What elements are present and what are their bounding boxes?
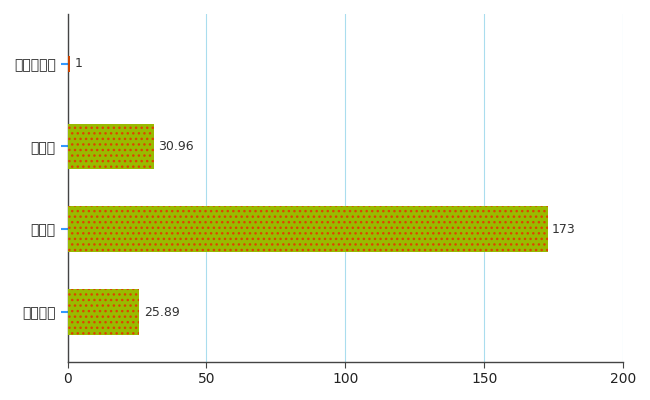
Bar (68, 124, 153, 169)
Bar (68, 124, 153, 169)
Text: 173: 173 (552, 223, 576, 236)
Text: 25.89: 25.89 (144, 306, 179, 318)
Text: 1: 1 (75, 57, 83, 70)
Bar (68, 56, 70, 72)
Text: 30.96: 30.96 (158, 140, 193, 153)
Bar (68, 289, 140, 335)
Bar (68, 206, 548, 252)
Bar (68, 289, 140, 335)
Bar (68, 206, 548, 252)
